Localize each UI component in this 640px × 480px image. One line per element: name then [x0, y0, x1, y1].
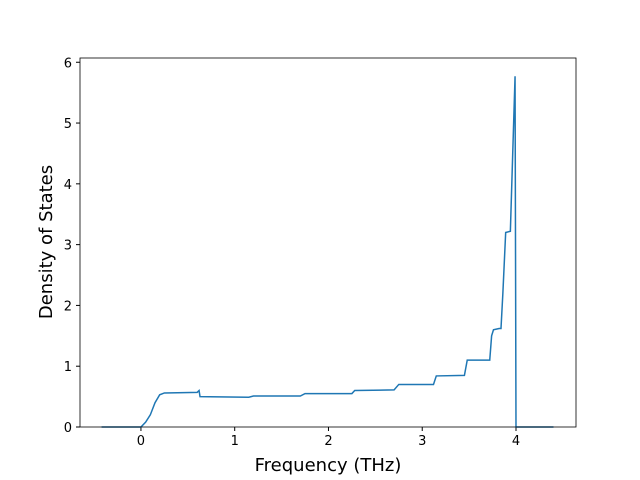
line-series	[101, 76, 554, 428]
x-tick-label: 2	[324, 434, 332, 449]
y-tick-label: 6	[64, 56, 72, 71]
axes-frame	[79, 57, 577, 428]
y-tick-label: 4	[64, 178, 72, 193]
y-tick-label: 1	[64, 360, 72, 375]
x-axis-label: Frequency (THz)	[255, 455, 402, 476]
y-axis-label: Density of States	[36, 165, 57, 319]
y-tick-label: 3	[64, 239, 72, 254]
x-tick-label: 3	[418, 434, 426, 449]
x-tick-label: 0	[137, 434, 145, 449]
x-tick-label: 4	[512, 434, 520, 449]
y-tick-label: 0	[64, 421, 72, 436]
x-tick-label: 1	[231, 434, 239, 449]
y-tick-label: 2	[64, 299, 72, 314]
y-tick-label: 5	[64, 117, 72, 132]
